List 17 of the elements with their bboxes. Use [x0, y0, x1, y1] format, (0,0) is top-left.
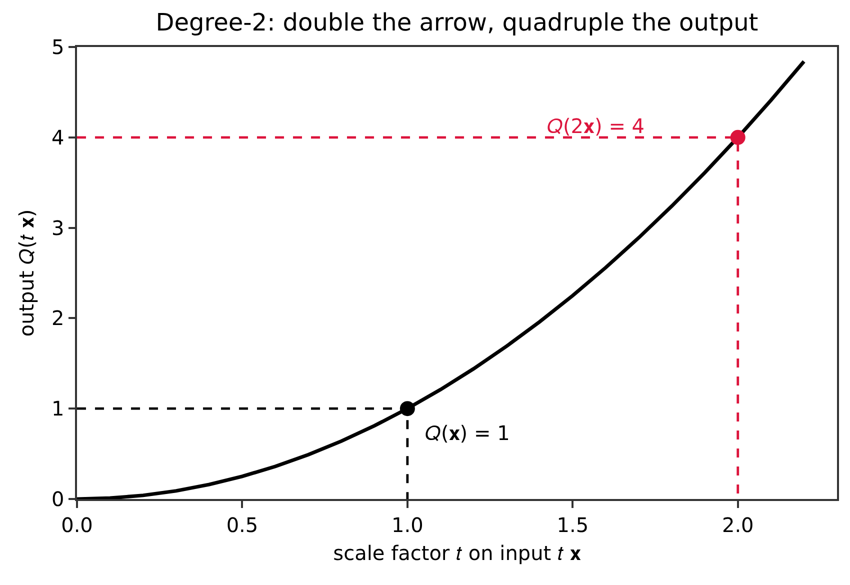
- y-tick-label: 2: [52, 306, 64, 330]
- y-tick-label: 4: [52, 125, 64, 150]
- y-axis-title: output 𝑄(𝑡 𝐱): [14, 209, 39, 337]
- x-axis-title: scale factor 𝑡 on input 𝑡 𝐱: [333, 540, 581, 565]
- x-tick-label: 1.5: [556, 512, 589, 537]
- annotation: 𝑄(𝐱) = 1: [425, 421, 510, 445]
- y-tick-label: 5: [52, 35, 64, 59]
- x-tick-label: 0.5: [226, 512, 258, 537]
- annotation: 𝑄(2𝐱) = 4: [547, 114, 645, 138]
- y-tick-label: 3: [52, 216, 64, 240]
- x-tick-label: 0.0: [61, 512, 93, 537]
- line-series: [77, 60, 806, 499]
- y-tick-label: 1: [52, 396, 64, 421]
- x-tick-label: 1.0: [392, 512, 424, 537]
- y-tick-label: 0: [52, 487, 64, 511]
- x-tick-label: 2.0: [722, 512, 754, 537]
- chart-title: Degree-2: double the arrow, quadruple the output: [156, 8, 758, 36]
